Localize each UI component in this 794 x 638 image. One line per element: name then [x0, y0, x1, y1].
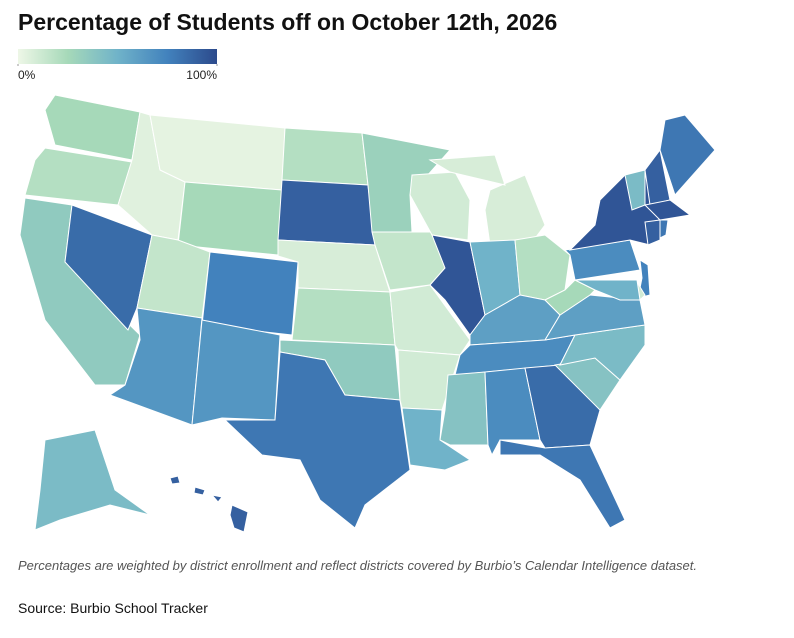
state	[44, 94, 141, 161]
state	[643, 199, 692, 221]
state	[191, 319, 281, 426]
state	[201, 251, 299, 336]
chart-title: Percentage of Students off on October 12…	[18, 9, 557, 35]
legend-tick-label: 0%	[18, 68, 36, 82]
state	[409, 171, 471, 241]
state	[659, 219, 669, 239]
state	[177, 181, 283, 256]
state	[169, 475, 249, 533]
state	[514, 234, 571, 301]
chart: Percentage of Students off on October 12…	[17, 9, 716, 533]
state	[277, 179, 376, 246]
legend-tick-label: 100%	[186, 68, 217, 82]
state	[499, 439, 626, 529]
state	[223, 351, 411, 529]
state	[439, 371, 489, 446]
footnote: Percentages are weighted by district enr…	[18, 558, 698, 573]
legend-colorbar	[18, 49, 217, 64]
state	[644, 219, 661, 246]
state	[401, 407, 472, 471]
state	[281, 127, 369, 186]
source: Source: Burbio School Tracker	[18, 600, 208, 616]
state	[64, 204, 153, 331]
state	[34, 429, 151, 531]
state	[108, 307, 203, 426]
state	[574, 279, 641, 301]
state	[291, 287, 396, 346]
state	[24, 147, 133, 206]
state	[659, 114, 716, 196]
